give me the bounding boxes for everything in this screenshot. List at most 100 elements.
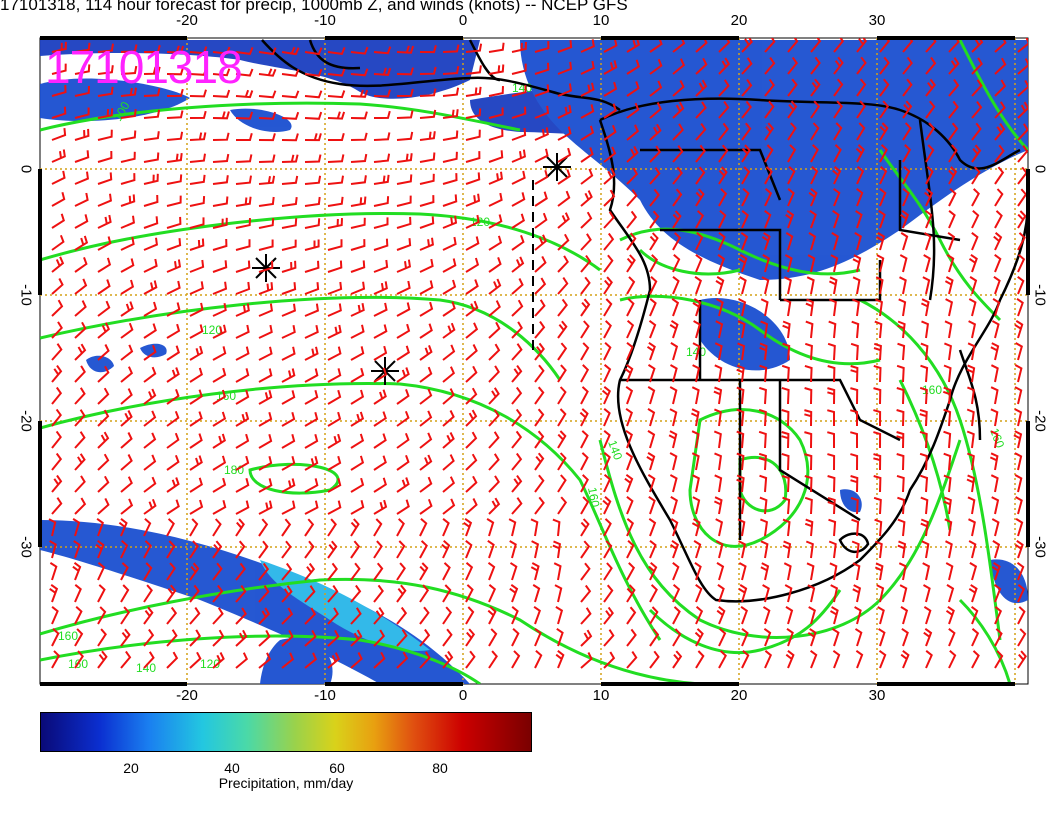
- wind-barb-icon: [189, 345, 204, 361]
- wind-barb-icon: [808, 606, 816, 625]
- wind-barb-icon: [419, 237, 434, 251]
- wind-barb-icon: [554, 584, 563, 603]
- wind-barb-icon: [718, 57, 731, 75]
- wind-barb-icon: [465, 214, 480, 229]
- wind-barb-icon: [759, 474, 768, 493]
- wind-barb-icon: [143, 280, 158, 295]
- lat-label-left: -30: [17, 536, 35, 558]
- wind-barb-icon: [212, 584, 224, 603]
- wind-barb-icon: [850, 453, 859, 471]
- wind-barb-icon: [373, 324, 388, 339]
- wind-barb-icon: [787, 122, 797, 141]
- wind-barb-icon: [738, 298, 747, 317]
- wind-barb-icon: [258, 282, 274, 295]
- wind-barb-icon: [553, 562, 562, 581]
- wind-barb-icon: [602, 496, 612, 515]
- wind-barb-icon: [143, 66, 161, 75]
- wind-barb-icon: [782, 320, 791, 339]
- wind-barb-icon: [350, 477, 365, 493]
- wind-barb-icon: [990, 342, 1000, 361]
- wind-barb-icon: [925, 650, 933, 669]
- wind-barb-icon: [670, 496, 678, 515]
- wind-barb-icon: [993, 584, 1002, 603]
- wind-barb-icon: [925, 122, 935, 141]
- wind-barb-icon: [626, 189, 638, 207]
- wind-barb-icon: [856, 100, 866, 119]
- wind-barb-icon: [166, 410, 180, 427]
- wind-barb-icon: [971, 650, 980, 669]
- wind-barb-icon: [672, 188, 683, 207]
- wind-barb-icon: [534, 191, 548, 207]
- wind-barb-icon: [948, 100, 959, 119]
- wind-barb-icon: [258, 500, 273, 515]
- wind-barb-icon: [258, 562, 270, 581]
- wind-barb-icon: [350, 68, 369, 77]
- wind-barb-icon: [304, 500, 319, 515]
- wind-barb-icon: [603, 298, 613, 317]
- wind-barb-icon: [943, 474, 952, 493]
- wind-barb-icon: [810, 650, 818, 669]
- wind-barb-icon: [944, 518, 953, 537]
- wind-barb-icon: [350, 346, 365, 361]
- contour-label: 120: [200, 657, 220, 671]
- wind-barb-icon: [51, 343, 63, 361]
- wind-barb-icon: [350, 540, 361, 559]
- wind-barb-icon: [281, 154, 299, 163]
- wind-barb-icon: [534, 364, 545, 383]
- wind-barb-icon: [557, 169, 571, 185]
- wind-barb-icon: [350, 303, 365, 317]
- wind-barb-icon: [304, 607, 317, 625]
- wind-barb-icon: [672, 58, 686, 75]
- wind-barb-icon: [786, 627, 794, 647]
- wind-barb-icon: [396, 238, 412, 251]
- wind-barb-icon: [760, 320, 769, 339]
- wind-barb-icon: [626, 102, 640, 119]
- wind-barb-icon: [603, 452, 611, 471]
- wind-barb-icon: [51, 128, 67, 141]
- wind-barb-icon: [672, 210, 682, 229]
- wind-barb-icon: [166, 195, 182, 207]
- wind-barb-icon: [649, 650, 660, 669]
- wind-barb-icon: [672, 628, 682, 647]
- wind-barb-icon: [166, 454, 180, 471]
- wind-barb-icon: [626, 145, 639, 163]
- wind-barb-icon: [971, 166, 981, 185]
- wind-barb-icon: [827, 342, 836, 361]
- wind-barb-icon: [74, 584, 82, 603]
- wind-barb-icon: [945, 605, 955, 625]
- wind-barb-icon: [396, 367, 410, 383]
- wind-barb-icon: [212, 68, 231, 77]
- contour-label: 120: [470, 215, 490, 229]
- wind-barb-icon: [419, 323, 433, 339]
- wind-barb-icon: [762, 606, 771, 625]
- wind-barb-icon: [760, 518, 768, 537]
- wind-barb-icon: [488, 86, 504, 97]
- wind-barb-icon: [718, 628, 727, 647]
- wind-barb-icon: [258, 652, 272, 669]
- wind-barb-icon: [626, 496, 634, 515]
- wind-barb-icon: [828, 276, 838, 295]
- wind-barb-icon: [992, 298, 1001, 317]
- wind-barb-icon: [465, 650, 476, 669]
- wind-barb-icon: [966, 452, 975, 471]
- wind-barb-icon: [189, 324, 204, 339]
- wind-barb-icon: [945, 298, 954, 317]
- wind-barb-icon: [51, 474, 63, 493]
- wind-barb-icon: [189, 562, 200, 581]
- wind-barb-icon: [281, 133, 299, 142]
- wind-barb-icon: [465, 475, 478, 493]
- wind-barb-icon: [925, 38, 937, 53]
- wind-barb-icon: [373, 110, 391, 119]
- wind-barb-icon: [143, 194, 159, 207]
- wind-barb-icon: [808, 232, 817, 251]
- wind-barb-icon: [511, 475, 523, 493]
- wind-barb-icon: [716, 606, 726, 625]
- wind-barb-icon: [626, 606, 637, 625]
- wind-barb-icon: [488, 409, 500, 427]
- wind-barb-icon: [419, 606, 430, 625]
- wind-barb-icon: [626, 562, 636, 581]
- wind-barb-icon: [784, 584, 793, 603]
- wind-barb-icon: [736, 452, 745, 471]
- wind-barb-icon: [851, 540, 860, 559]
- wind-barb-icon: [465, 300, 479, 317]
